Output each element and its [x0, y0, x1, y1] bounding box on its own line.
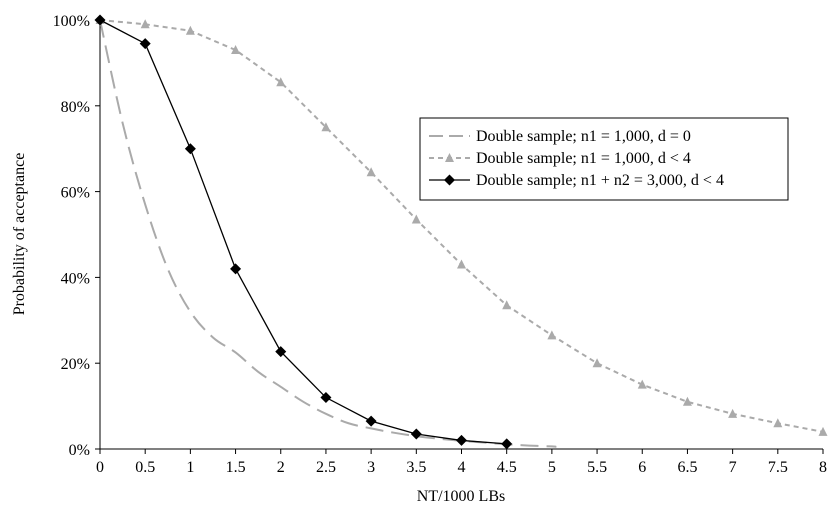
x-tick-label: 1: [186, 459, 194, 476]
x-tick-label: 8: [819, 459, 827, 476]
data-point: [184, 143, 196, 155]
x-tick-label: 4.5: [497, 459, 517, 476]
data-point: [366, 167, 376, 177]
legend: Double sample; n1 = 1,000, d = 0 Double s…: [419, 117, 789, 201]
data-point: [502, 300, 512, 310]
legend-item: Double sample; n1 = 1,000, d = 0: [429, 128, 691, 145]
y-tick-label: 20%: [61, 356, 90, 373]
data-point: [592, 358, 602, 368]
series-2: [95, 15, 828, 436]
data-point: [456, 434, 467, 446]
x-tick-label: 6: [638, 459, 646, 476]
x-axis-title: NT/1000 LBs: [417, 488, 505, 505]
y-tick-label: 100%: [53, 13, 90, 30]
y-axis-title: Probability of acceptance: [11, 153, 28, 316]
x-tick-label: 3.5: [406, 459, 426, 476]
x-tick-label: 6.5: [677, 459, 697, 476]
y-axis-ticks: 0% 20% 40% 60% 80% 100%: [53, 13, 100, 459]
x-axis-ticks: 0 0.5 1 1.5 2 2.5 3 3.5 4 4.5 5 5.5 6 6.5 7 7.5 8: [96, 449, 827, 476]
data-point: [275, 346, 287, 358]
series-line: [99, 19, 557, 448]
data-point: [231, 45, 241, 55]
y-tick-label: 40%: [61, 270, 90, 287]
legend-marker: [445, 153, 454, 162]
series-line: [99, 19, 507, 445]
data-point: [457, 259, 466, 269]
series-layer: [94, 14, 828, 450]
data-point: [320, 392, 332, 404]
legend-items: Double sample; n1 = 1,000, d = 0 Double s…: [429, 128, 724, 189]
legend-label: Double sample; n1 = 1,000, d = 0: [476, 128, 691, 145]
series-3: [94, 14, 513, 450]
legend-item: Double sample; n1 = 1,000, d < 4: [429, 150, 691, 167]
data-point: [139, 38, 151, 50]
data-point: [410, 428, 422, 440]
data-point: [365, 415, 377, 427]
plot-area: [99, 20, 823, 450]
x-tick-label: 3: [367, 459, 375, 476]
data-point: [185, 25, 195, 35]
y-tick-label: 0%: [69, 442, 90, 459]
data-point: [230, 263, 242, 275]
data-point: [411, 214, 421, 224]
y-tick-label: 80%: [61, 99, 90, 116]
data-point: [321, 122, 331, 132]
x-tick-label: 0.5: [135, 459, 155, 476]
x-tick-label: 1.5: [226, 459, 246, 476]
legend-marker: [444, 174, 455, 186]
x-tick-label: 7.5: [768, 459, 788, 476]
data-point: [276, 77, 286, 87]
series-line: [99, 19, 824, 433]
y-tick-label: 60%: [61, 185, 90, 202]
data-point: [140, 19, 150, 29]
data-point: [94, 14, 106, 26]
data-point: [637, 379, 647, 389]
data-point: [682, 396, 692, 406]
data-point: [773, 418, 783, 428]
x-tick-label: 5.5: [587, 459, 607, 476]
x-tick-label: 4: [458, 459, 466, 476]
legend-item: Double sample; n1 + n2 = 3,000, d < 4: [429, 172, 724, 189]
series-1: [99, 19, 557, 448]
x-tick-label: 7: [729, 459, 737, 476]
x-tick-label: 5: [548, 459, 556, 476]
x-tick-label: 0: [96, 459, 104, 476]
legend-box: [419, 117, 789, 201]
x-tick-label: 2.5: [316, 459, 336, 476]
data-point: [547, 330, 557, 340]
data-point: [501, 438, 513, 450]
x-tick-label: 2: [277, 459, 285, 476]
legend-label: Double sample; n1 + n2 = 3,000, d < 4: [476, 172, 724, 189]
data-point: [728, 408, 738, 418]
legend-label: Double sample; n1 = 1,000, d < 4: [476, 150, 691, 167]
data-point: [818, 426, 828, 436]
